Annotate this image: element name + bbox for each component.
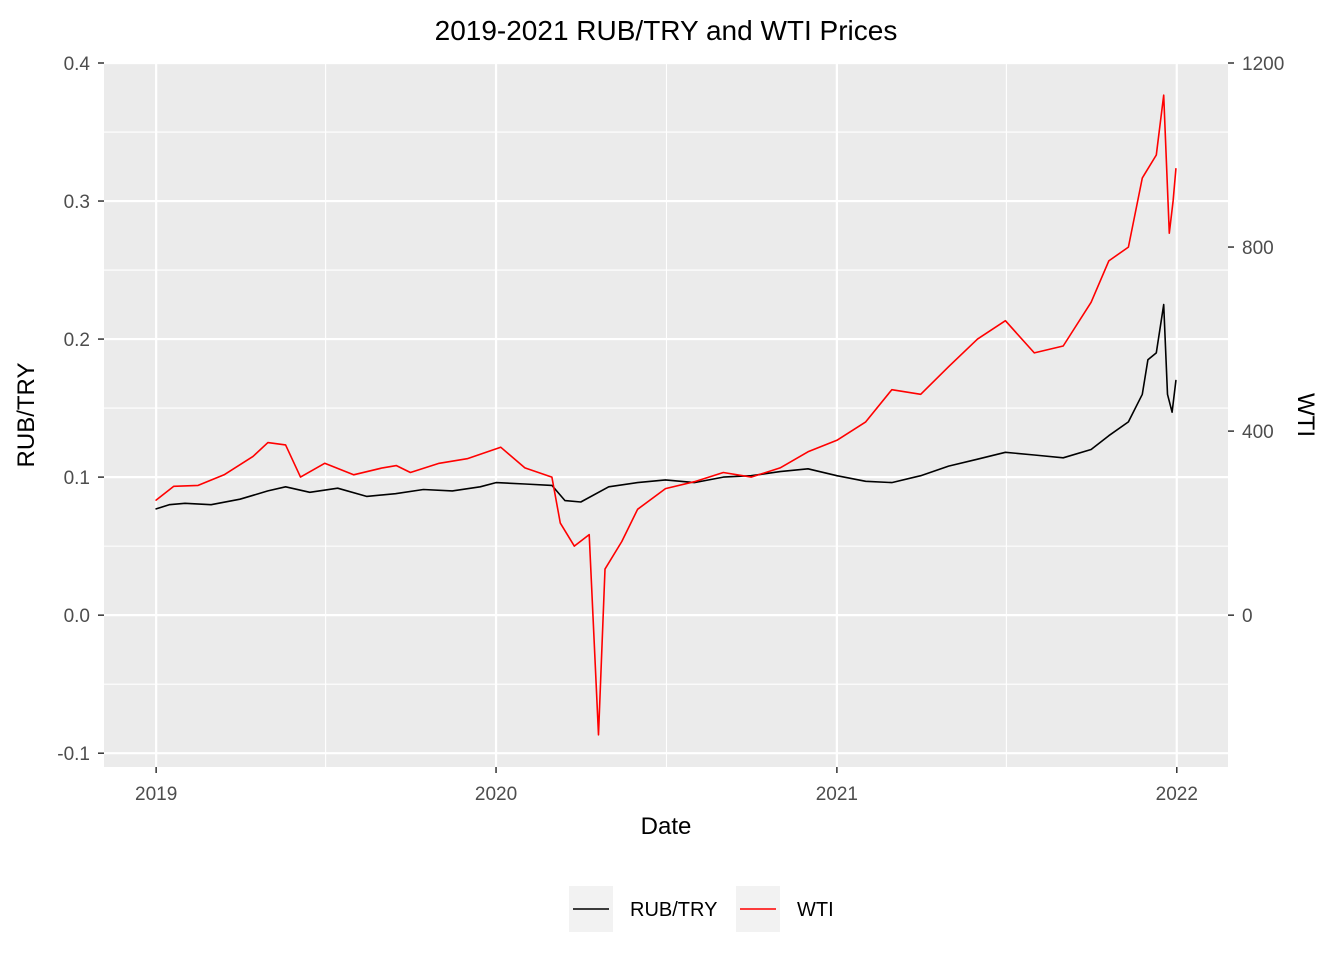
minor-gridlines — [104, 63, 1228, 767]
legend: RUB/TRY WTI — [569, 886, 834, 932]
legend-label: RUB/TRY — [630, 899, 717, 921]
y2-tick-label: 400 — [1242, 422, 1274, 443]
y2-tick-label: 1200 — [1242, 54, 1284, 75]
chart-title: 2019-2021 RUB/TRY and WTI Prices — [435, 15, 898, 46]
ticks-layer: 2019 2020 2021 2022 -0.1 0.0 0.1 0.2 0.3 0.4 0 400 8… — [57, 54, 1284, 805]
y-tick-label: 0.0 — [64, 606, 90, 627]
x-tick-label: 2022 — [1156, 784, 1198, 805]
x-tick-label: 2020 — [475, 784, 517, 805]
y-tick-label: -0.1 — [57, 744, 90, 765]
y-tick-label: 0.3 — [64, 192, 90, 213]
legend-label: WTI — [797, 899, 834, 921]
x-tick-label: 2019 — [135, 784, 177, 805]
y2-tick-label: 0 — [1242, 606, 1253, 627]
series-line-wti — [155, 94, 1177, 736]
y-tick-label: 0.2 — [64, 330, 90, 351]
series-line-rub-try — [155, 303, 1177, 510]
y2-axis-title: WTI — [1292, 393, 1319, 437]
x-tick-label: 2021 — [816, 784, 858, 805]
y-axis-title: RUB/TRY — [13, 363, 40, 468]
y-tick-label: 0.1 — [64, 468, 90, 489]
y2-tick-label: 800 — [1242, 238, 1274, 259]
y-tick-label: 0.4 — [64, 54, 91, 75]
series-layer — [155, 94, 1177, 736]
x-axis-title: Date — [641, 813, 692, 840]
major-gridlines — [104, 61, 1228, 767]
